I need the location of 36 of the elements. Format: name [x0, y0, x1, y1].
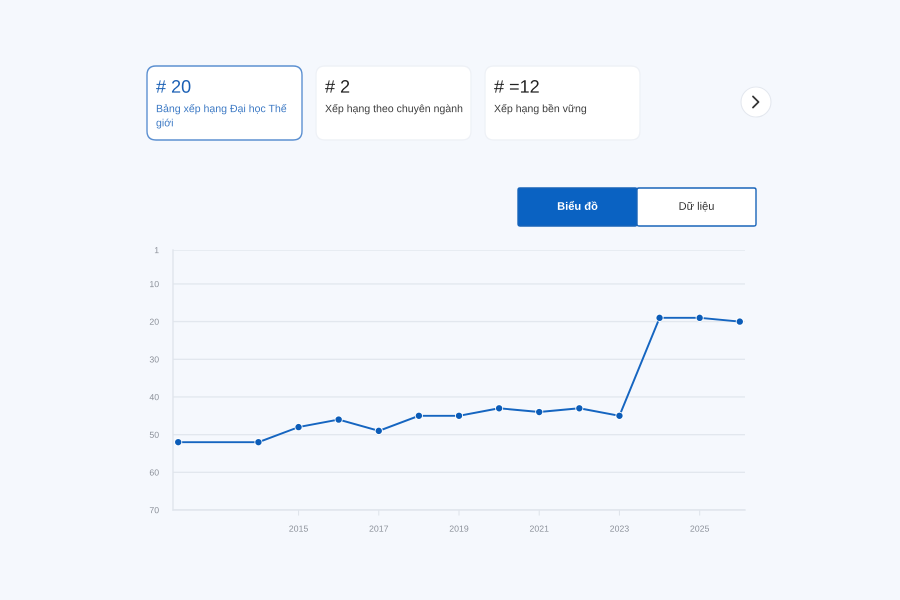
point [696, 314, 704, 322]
x-tick-label: 2023 [610, 526, 629, 532]
y-tick-label: 50 [150, 432, 159, 438]
text: Xếp hạng bền vững [494, 104, 586, 114]
point [374, 426, 383, 435]
y-tick-label: 30 [150, 356, 159, 363]
x-tick-label: 2019 [450, 526, 468, 532]
x-tick-label: 2015 [289, 526, 308, 532]
point [414, 412, 423, 420]
point [334, 416, 343, 424]
point [174, 438, 182, 446]
point [656, 314, 664, 322]
text: # 20 [156, 80, 190, 93]
text: Bảng xếp hạng Đại học Thế giới [156, 104, 287, 129]
point [254, 438, 262, 446]
y-tick-label: 40 [150, 394, 159, 400]
point [454, 412, 464, 420]
point [294, 423, 303, 432]
point [535, 408, 544, 416]
point [615, 412, 624, 420]
y-tick-label: 60 [150, 469, 159, 476]
x-tick-label: 2025 [690, 526, 710, 532]
y-tick-label: 10 [150, 280, 159, 288]
point [736, 318, 744, 326]
point [575, 404, 584, 412]
y-tick-label: 70 [150, 507, 159, 514]
text: # 2 [325, 80, 350, 93]
y-tick-label: 1 [154, 247, 159, 254]
text: Xếp hạng theo chuyên ngành [325, 104, 462, 114]
y-tick-label: 20 [150, 318, 159, 325]
text: Biểu đồ [558, 200, 598, 210]
point [495, 404, 504, 412]
text: # =12 [494, 80, 539, 93]
text: Dữ liệu [679, 202, 714, 212]
x-tick-label: 2021 [530, 526, 549, 532]
x-tick-label: 2017 [369, 526, 388, 532]
